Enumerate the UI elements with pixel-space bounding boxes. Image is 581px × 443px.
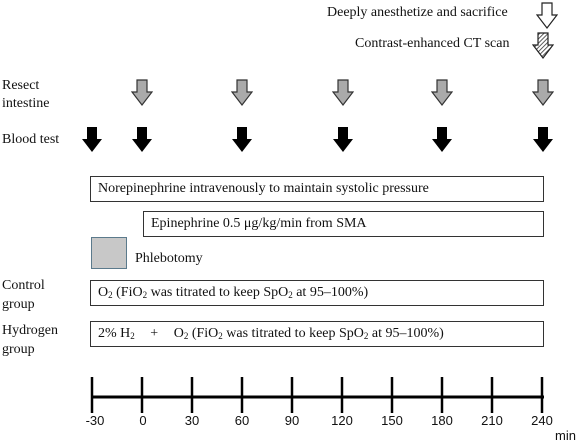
hydrogen-h2-text: 2% H2: [98, 326, 135, 341]
blood-test-arrow-icon: [82, 127, 102, 152]
tick-label: 90: [284, 413, 300, 428]
ct-scan-hatched-arrow-icon: [532, 32, 554, 59]
tick-label: 240: [531, 413, 553, 428]
resect-arrow-icon: [332, 79, 354, 106]
norepinephrine-text: Norepinephrine intravenously to maintain…: [98, 181, 429, 196]
blood-test-arrow-icon: [132, 127, 152, 152]
time-unit-label: min: [555, 428, 576, 443]
tick-label: 0: [139, 413, 147, 428]
control-o2-text: O2 (FiO2 was titrated to keep SpO2 at 95…: [98, 285, 369, 300]
blood-test-arrow-icon: [232, 127, 252, 152]
tick-label: 30: [184, 413, 200, 428]
resect-label-line1: Resect: [2, 78, 40, 93]
sacrifice-arrow-icon: [536, 2, 558, 29]
plus-sign: +: [150, 326, 159, 341]
resect-label-line2: intestine: [2, 96, 50, 111]
hydrogen-o2-text: O2 (FiO2 was titrated to keep SpO2 at 95…: [173, 326, 444, 341]
blood-test-arrow-icon: [533, 127, 553, 152]
phlebotomy-swatch: [91, 237, 127, 269]
tick-label: 120: [331, 413, 353, 428]
tick-label: 60: [234, 413, 250, 428]
hydrogen-label-line2: group: [2, 342, 35, 357]
tick-label: 150: [381, 413, 403, 428]
resect-arrow-icon: [532, 79, 554, 106]
blood-test-label: Blood test: [2, 132, 60, 147]
phlebotomy-label: Phlebotomy: [135, 251, 203, 266]
control-label-line1: Control: [2, 278, 45, 293]
epinephrine-bar: Epinephrine 0.5 μg/kg/min from SMA: [143, 211, 544, 237]
hydrogen-label-line1: Hydrogen: [2, 323, 58, 338]
norepinephrine-bar: Norepinephrine intravenously to maintain…: [90, 176, 544, 202]
resect-arrow-icon: [431, 79, 453, 106]
resect-arrow-icon: [131, 79, 153, 106]
ct-scan-label: Contrast-enhanced CT scan: [355, 36, 510, 51]
blood-test-arrow-icon: [432, 127, 452, 152]
control-label-line2: group: [2, 297, 35, 312]
tick-label: 210: [481, 413, 503, 428]
hydrogen-o2-bar: 2% H2 + O2 (FiO2 was titrated to keep Sp…: [90, 321, 544, 347]
control-o2-bar: O2 (FiO2 was titrated to keep SpO2 at 95…: [90, 280, 544, 306]
tick-label: -30: [85, 413, 105, 428]
sacrifice-label: Deeply anesthetize and sacrifice: [327, 5, 508, 20]
epinephrine-text: Epinephrine 0.5 μg/kg/min from SMA: [151, 216, 367, 231]
blood-test-arrow-icon: [333, 127, 353, 152]
tick-label: 180: [431, 413, 453, 428]
resect-arrow-icon: [231, 79, 253, 106]
